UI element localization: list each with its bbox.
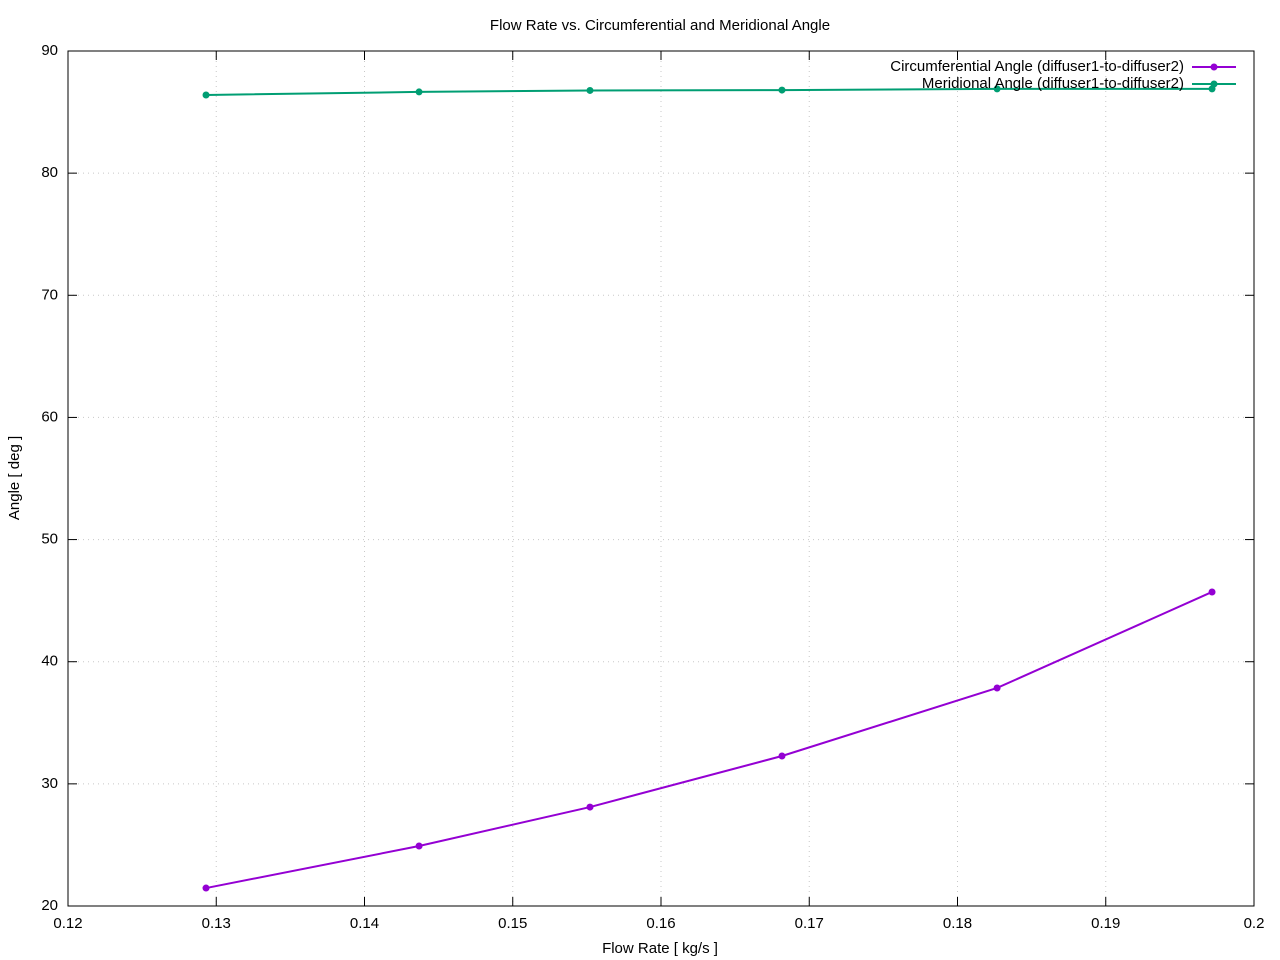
y-tick-label: 70 [41,286,58,303]
data-point [415,842,423,850]
chart-title: Flow Rate vs. Circumferential and Meridi… [490,17,830,34]
data-point [778,752,786,760]
x-tick-label: 0.2 [1244,915,1265,932]
x-axis-label: Flow Rate [ kg/s ] [602,940,718,957]
data-point [415,88,423,96]
y-tick-label: 90 [41,42,58,59]
plot-frame [67,50,1255,907]
x-tick-label: 0.14 [350,915,379,932]
x-tick-label: 0.16 [646,915,675,932]
y-tick-label: 30 [41,775,58,792]
legend-marker [1210,63,1218,71]
data-point [586,86,594,94]
y-tick-label: 60 [41,408,58,425]
legend-label: Circumferential Angle (diffuser1-to-diff… [890,58,1184,75]
x-tick-label: 0.15 [498,915,527,932]
legend-label: Meridional Angle (diffuser1-to-diffuser2… [922,75,1184,92]
y-tick-label: 50 [41,531,58,548]
data-point [202,884,210,892]
x-tick-label: 0.12 [53,915,82,932]
data-point [586,803,594,811]
y-tick-label: 20 [41,897,58,914]
data-point [993,684,1001,692]
data-point [1208,588,1216,596]
x-tick-label: 0.19 [1091,915,1120,932]
data-point [778,86,786,94]
data-point [202,91,210,99]
legend-marker [1210,80,1218,88]
series-line [205,591,1213,890]
x-tick-label: 0.18 [943,915,972,932]
data-point [993,85,1001,93]
x-tick-label: 0.13 [202,915,231,932]
y-tick-label: 80 [41,164,58,181]
y-tick-label: 40 [41,653,58,670]
x-tick-label: 0.17 [795,915,824,932]
y-axis-label: Angle [ deg ] [6,436,23,520]
series-line [206,87,1213,96]
